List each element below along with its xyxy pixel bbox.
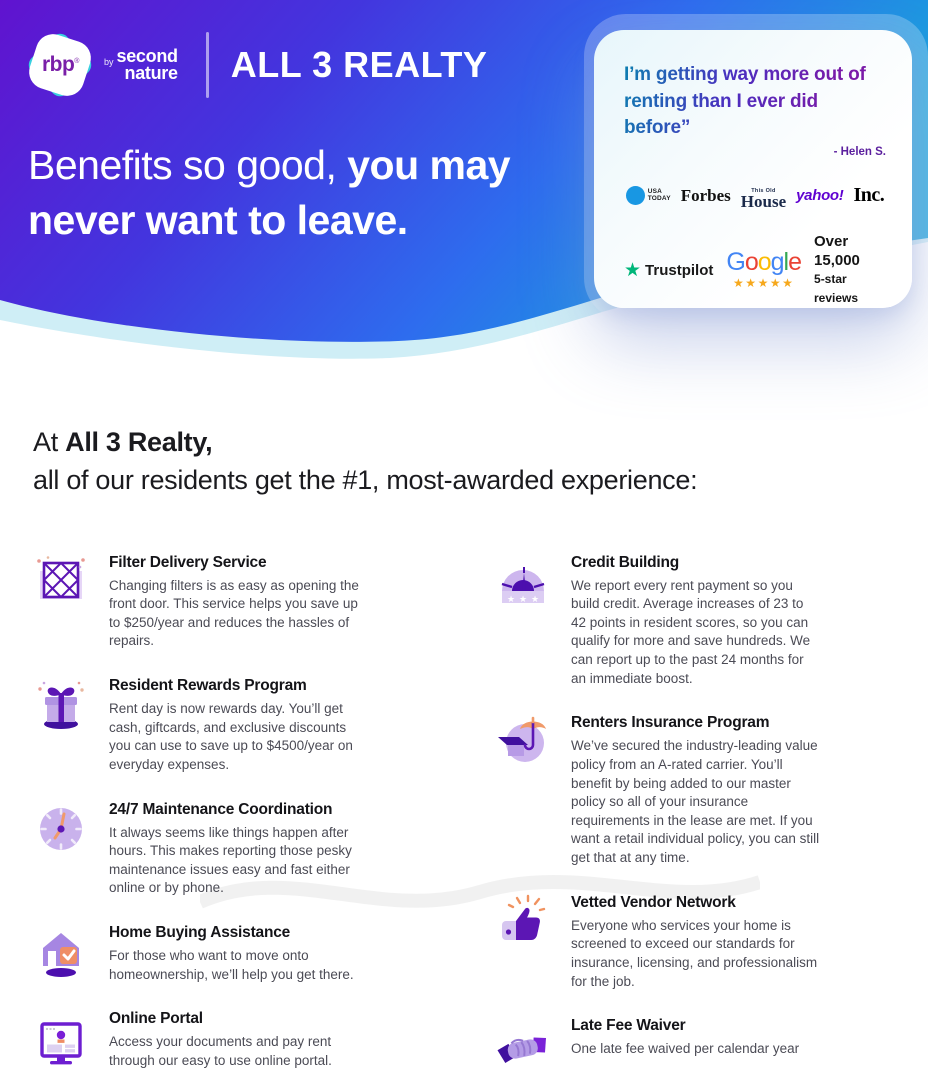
benefit-item-maintenance: 24/7 Maintenance Coordination It always … <box>33 801 359 899</box>
benefit-title: 24/7 Maintenance Coordination <box>109 800 333 818</box>
benefits-column-right: ★ ★ ★ Credit Building We report every re… <box>495 554 821 1080</box>
usa-today-logo: USA TODAY <box>625 186 671 206</box>
google-wordmark: Google <box>726 248 802 277</box>
second-nature-wordmark: by second nature <box>104 45 179 83</box>
benefit-item-home-buying: Home Buying Assistance For those who wan… <box>33 924 359 984</box>
benefit-text: Home Buying Assistance For those who wan… <box>109 924 359 984</box>
usa-today-label: USA TODAY <box>647 187 671 202</box>
svg-text:★: ★ <box>531 594 539 604</box>
benefit-title: Credit Building <box>571 553 680 571</box>
five-star-icons: ★★★★★ <box>733 276 795 291</box>
benefit-title: Home Buying Assistance <box>109 924 291 942</box>
benefit-text: 24/7 Maintenance Coordination It always … <box>109 801 359 899</box>
svg-text:★: ★ <box>519 594 527 604</box>
benefit-text: Resident Rewards Program Rent day is now… <box>109 677 359 775</box>
trustpilot-logo: ★ Trustpilot <box>624 259 714 281</box>
benefit-item-credit-building: ★ ★ ★ Credit Building We report every re… <box>495 554 821 689</box>
usa-today-circle-icon <box>625 186 645 206</box>
svg-text:★: ★ <box>507 594 515 604</box>
benefit-item-renters-insurance: Renters Insurance Program We’ve secured … <box>495 714 821 867</box>
benefit-text: Credit Building We report every rent pay… <box>571 554 821 689</box>
benefit-description: One late fee waived per calendar year <box>571 1041 800 1057</box>
benefit-title: Renters Insurance Program <box>571 714 770 732</box>
reviews-row: ★ Trustpilot Google ★★★★★ Over 15,000 5-… <box>624 233 886 307</box>
benefits-section: At All 3 Realty, all of our residents ge… <box>0 424 928 1080</box>
benefit-text: Filter Delivery Service Changing filters… <box>109 554 359 652</box>
decorative-wave <box>200 875 760 909</box>
benefit-item-late-fee-waiver: Late Fee Waiver One late fee waived per … <box>495 1017 821 1073</box>
partner-name: ALL 3 REALTY <box>230 44 488 85</box>
benefit-item-vendor-network: Vetted Vendor Network Everyone who servi… <box>495 894 821 992</box>
credit-gauge-icon: ★ ★ ★ <box>501 566 545 604</box>
benefit-description: For those who want to move onto homeowne… <box>109 948 354 982</box>
benefit-description: We report every rent payment so you buil… <box>571 577 811 686</box>
forbes-logo: Forbes <box>680 185 731 205</box>
benefit-title: Online Portal <box>109 1010 203 1028</box>
logo-rbp-text: rbp® <box>41 53 79 76</box>
benefit-title: Vetted Vendor Network <box>571 893 736 911</box>
house-check-icon <box>43 933 79 978</box>
trustpilot-star-icon: ★ <box>624 259 642 281</box>
benefit-description: Everyone who services your home is scree… <box>571 917 818 989</box>
benefit-description: Rent day is now rewards day. You’ll get … <box>109 701 353 772</box>
benefit-text: Renters Insurance Program We’ve secured … <box>571 714 821 867</box>
benefit-description: Access your documents and pay rent throu… <box>109 1034 332 1068</box>
monitor-portal-icon <box>40 1022 82 1065</box>
benefit-item-online-portal: Online Portal Access your documents and … <box>33 1010 359 1070</box>
benefit-text: Vetted Vendor Network Everyone who servi… <box>571 894 821 992</box>
benefits-grid: Filter Delivery Service Changing filters… <box>0 554 928 1080</box>
benefit-item-filter-delivery: Filter Delivery Service Changing filters… <box>33 554 359 652</box>
testimonial-quote: I’m getting way more out of renting than… <box>624 62 886 142</box>
benefit-title: Resident Rewards Program <box>109 677 307 695</box>
hero-headline: Benefits so good, you may never want to … <box>28 142 511 243</box>
second-nature-name: second nature <box>116 45 179 83</box>
umbrella-house-icon <box>498 717 546 763</box>
benefit-item-rewards: Resident Rewards Program Rent day is now… <box>33 677 359 775</box>
press-logos-row: USA TODAY Forbes This Old House yahoo! I… <box>624 182 886 210</box>
inc-logo: Inc. <box>853 184 885 207</box>
benefit-text: Online Portal Access your documents and … <box>109 1010 359 1070</box>
clock-icon <box>40 807 82 850</box>
yahoo-logo: yahoo! <box>796 187 844 205</box>
review-count: Over 15,000 5-star reviews <box>814 233 860 305</box>
this-old-house-logo: This Old House <box>740 187 787 211</box>
benefits-column-left: Filter Delivery Service Changing filters… <box>33 554 359 1080</box>
hero-banner: rbp® by second nature ALL 3 REALTY Benef… <box>0 0 928 360</box>
header-divider <box>205 32 209 98</box>
testimonial-card: I’m getting way more out of renting than… <box>594 30 912 308</box>
google-reviews-logo: Google ★★★★★ <box>726 248 802 291</box>
logo-squircle-shape: rbp® <box>24 29 96 101</box>
gift-box-icon <box>38 681 84 730</box>
thumbs-up-icon <box>502 894 546 940</box>
handshake-icon <box>497 1037 546 1064</box>
benefit-description: We’ve secured the industry-leading value… <box>571 738 820 866</box>
header-logo-row: rbp® by second nature ALL 3 REALTY <box>24 29 488 101</box>
benefit-text: Late Fee Waiver One late fee waived per … <box>571 1017 821 1073</box>
benefit-title: Filter Delivery Service <box>109 553 267 571</box>
benefit-title: Late Fee Waiver <box>571 1017 686 1035</box>
benefit-description: It always seems like things happen after… <box>109 824 352 896</box>
air-filter-icon <box>37 555 85 599</box>
testimonial-attribution: - Helen S. <box>833 145 886 158</box>
benefit-description: Changing filters is as easy as opening t… <box>109 577 359 649</box>
logo-by-label: by <box>104 56 114 67</box>
section-heading: At All 3 Realty, all of our residents ge… <box>33 427 698 495</box>
rbp-logo-icon: rbp® <box>24 29 96 101</box>
